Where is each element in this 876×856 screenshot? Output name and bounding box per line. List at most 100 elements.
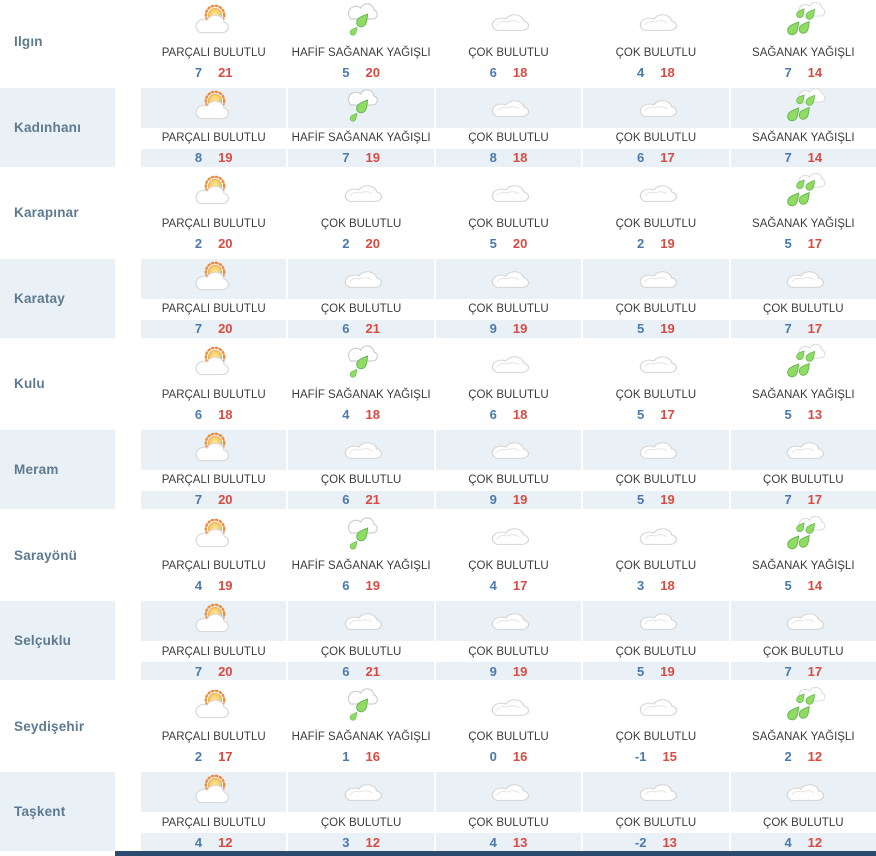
- shower-icon: [787, 173, 826, 207]
- min-temp: 5: [342, 64, 350, 80]
- forecast-cell[interactable]: ÇOK BULUTLU 2 20: [286, 173, 434, 257]
- forecast-cell[interactable]: HAFİF SAĞANAK YAĞIŞLI 4 18: [286, 344, 434, 428]
- forecast-icon-area: [141, 173, 286, 213]
- forecast-icon-area: [435, 772, 582, 813]
- shower-icon: [787, 2, 826, 36]
- max-temp: 21: [365, 321, 380, 337]
- forecast-cell[interactable]: ÇOK BULUTLU 2 19: [581, 173, 729, 257]
- district-cell[interactable]: Sarayönü: [0, 516, 115, 595]
- condition-label: HAFİF SAĞANAK YAĞIŞLI: [291, 46, 431, 59]
- forecast-icon-area: [730, 772, 876, 813]
- min-temp: 8: [194, 150, 203, 166]
- forecast-cell[interactable]: ÇOK BULUTLU 4 17: [433, 515, 582, 600]
- district-cell[interactable]: Seydişehir: [0, 687, 115, 766]
- forecast-cell[interactable]: ÇOK BULUTLU 7 17: [728, 429, 876, 514]
- condition-label: ÇOK BULUTLU: [468, 303, 549, 316]
- forecast-cell[interactable]: ÇOK BULUTLU 8 18: [433, 87, 582, 172]
- forecast-cell[interactable]: PARÇALI BULUTLU 8 19: [139, 87, 287, 172]
- forecast-cell[interactable]: ÇOK BULUTLU 6 21: [286, 429, 434, 514]
- forecast-cell[interactable]: ÇOK BULUTLU 9 19: [433, 258, 582, 343]
- district-name: Karatay: [14, 290, 65, 306]
- forecast-cell[interactable]: ÇOK BULUTLU 3 18: [581, 515, 729, 600]
- forecast-cell[interactable]: SAĞANAK YAĞIŞLI 7 14: [728, 2, 876, 86]
- forecast-cell[interactable]: ÇOK BULUTLU -1 15: [581, 686, 729, 771]
- district-cell[interactable]: Kulu: [0, 344, 115, 423]
- cloudy-icon: [639, 99, 678, 117]
- forecast-cell[interactable]: PARÇALI BULUTLU 7 21: [139, 2, 287, 86]
- forecast-cell[interactable]: ÇOK BULUTLU 3 12: [286, 772, 434, 856]
- min-temp: -1: [634, 749, 647, 765]
- forecast-cell[interactable]: ÇOK BULUTLU 6 18: [433, 344, 582, 428]
- max-temp: 20: [218, 492, 233, 508]
- forecast-cell[interactable]: HAFİF SAĞANAK YAĞIŞLI 5 20: [286, 2, 434, 86]
- forecast-cell[interactable]: ÇOK BULUTLU 7 17: [728, 258, 876, 343]
- forecast-cell[interactable]: HAFİF SAĞANAK YAĞIŞLI 1 16: [286, 686, 434, 771]
- min-temp: 0: [489, 749, 497, 765]
- forecast-cell[interactable]: ÇOK BULUTLU 6 17: [581, 87, 729, 172]
- forecast-cell[interactable]: ÇOK BULUTLU 4 13: [433, 772, 582, 856]
- forecast-cell[interactable]: ÇOK BULUTLU 0 16: [433, 686, 582, 771]
- forecast-cell[interactable]: PARÇALI BULUTLU 2 17: [139, 686, 287, 771]
- forecast-cell[interactable]: ÇOK BULUTLU 6 18: [433, 2, 582, 86]
- district-cell[interactable]: Selçuklu: [0, 601, 115, 681]
- forecast-cell[interactable]: PARÇALI BULUTLU 7 20: [139, 601, 287, 685]
- max-temp: 21: [218, 64, 233, 80]
- forecast-cell[interactable]: PARÇALI BULUTLU 4 12: [139, 772, 287, 856]
- forecast-cell[interactable]: PARÇALI BULUTLU 4 19: [139, 515, 287, 600]
- cloudy-icon: [787, 784, 825, 802]
- forecast-cell[interactable]: PARÇALI BULUTLU 7 20: [139, 258, 287, 343]
- condition-label: ÇOK BULUTLU: [468, 474, 549, 487]
- forecast-cell[interactable]: HAFİF SAĞANAK YAĞIŞLI 6 19: [286, 515, 434, 600]
- partly-cloudy-icon: [195, 261, 229, 290]
- forecast-cell[interactable]: SAĞANAK YAĞIŞLI 2 12: [728, 686, 876, 771]
- max-temp: 19: [218, 578, 233, 594]
- forecast-cell[interactable]: SAĞANAK YAĞIŞLI 7 14: [728, 87, 876, 172]
- district-name: Sarayönü: [14, 547, 78, 563]
- max-temp: 14: [807, 578, 823, 594]
- district-cell[interactable]: Meram: [0, 429, 115, 509]
- temperature-area: 7 19: [288, 148, 434, 167]
- forecast-icon-area: [730, 258, 876, 299]
- district-cell[interactable]: Ilgın: [0, 2, 115, 81]
- condition-area: SAĞANAK YAĞIŞLI: [730, 127, 876, 149]
- forecast-cell[interactable]: ÇOK BULUTLU 4 12: [728, 772, 876, 856]
- forecast-cell[interactable]: ÇOK BULUTLU 5 17: [581, 344, 729, 428]
- max-temp: 18: [218, 406, 233, 422]
- condition-label: ÇOK BULUTLU: [468, 46, 549, 59]
- district-row: Kadınhanı PARÇALI BULUTLU 8 19: [0, 85, 876, 172]
- forecast-cell[interactable]: ÇOK BULUTLU 6 21: [286, 258, 434, 343]
- district-cell[interactable]: Kadınhanı: [0, 87, 115, 167]
- max-temp: 18: [512, 150, 528, 166]
- forecast-cell[interactable]: ÇOK BULUTLU 4 18: [581, 2, 729, 86]
- forecast-cell[interactable]: ÇOK BULUTLU 5 19: [581, 429, 729, 514]
- forecast-cell[interactable]: ÇOK BULUTLU 6 21: [286, 601, 434, 685]
- max-temp: 17: [512, 578, 528, 594]
- forecast-cell[interactable]: PARÇALI BULUTLU 2 20: [139, 173, 287, 257]
- shower-icon: [787, 344, 826, 378]
- forecast-cell[interactable]: ÇOK BULUTLU -2 13: [581, 772, 729, 856]
- forecast-cell[interactable]: ÇOK BULUTLU 5 19: [581, 258, 729, 343]
- forecast-cell[interactable]: ÇOK BULUTLU 9 19: [433, 429, 582, 514]
- forecast-cell[interactable]: SAĞANAK YAĞIŞLI 5 17: [728, 173, 876, 257]
- forecast-cell[interactable]: ÇOK BULUTLU 5 19: [581, 601, 729, 685]
- condition-label: HAFİF SAĞANAK YAĞIŞLI: [291, 132, 431, 145]
- condition-label: ÇOK BULUTLU: [615, 303, 697, 316]
- temperature-area: 7 21: [141, 63, 286, 81]
- temperature-area: 7 20: [141, 319, 287, 338]
- forecast-cell[interactable]: SAĞANAK YAĞIŞLI 5 13: [728, 344, 876, 428]
- condition-area: ÇOK BULUTLU: [583, 812, 729, 834]
- temperature-area: 6 19: [288, 577, 433, 595]
- forecast-cell[interactable]: ÇOK BULUTLU 5 20: [433, 173, 582, 257]
- forecast-cell[interactable]: ÇOK BULUTLU 7 17: [728, 601, 876, 685]
- forecast-cell[interactable]: SAĞANAK YAĞIŞLI 5 14: [728, 515, 876, 600]
- forecast-icon-area: [141, 601, 287, 642]
- condition-area: HAFİF SAĞANAK YAĞIŞLI: [288, 42, 434, 63]
- forecast-cell[interactable]: PARÇALI BULUTLU 6 18: [139, 344, 287, 428]
- forecast-cell[interactable]: PARÇALI BULUTLU 7 20: [139, 429, 287, 514]
- district-cell[interactable]: Karatay: [0, 258, 115, 338]
- temperature-area: 9 19: [435, 319, 582, 338]
- district-cell[interactable]: Karapınar: [0, 173, 115, 252]
- forecast-cell[interactable]: HAFİF SAĞANAK YAĞIŞLI 7 19: [286, 87, 434, 172]
- forecast-cell[interactable]: ÇOK BULUTLU 9 19: [433, 601, 582, 685]
- district-cell[interactable]: Taşkent: [0, 772, 115, 852]
